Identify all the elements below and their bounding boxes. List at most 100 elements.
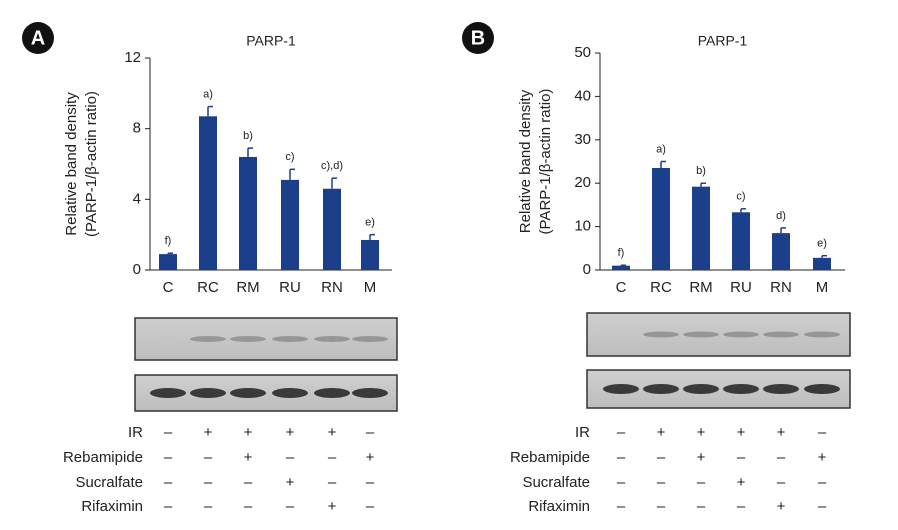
treatment-sign: – [737, 498, 746, 515]
treatment-sign: + [286, 424, 295, 441]
bar [199, 116, 217, 270]
y-axis-label: (PARP-1/β-actin ratio) [83, 91, 100, 237]
x-tick-label: C [616, 279, 627, 296]
bar [813, 257, 831, 270]
annotation: c),d) [321, 160, 343, 172]
error-bar [780, 227, 786, 234]
treatment-sign: – [697, 498, 706, 515]
bar [361, 239, 379, 270]
x-tick-label: RU [730, 279, 752, 296]
annotation: c) [736, 191, 745, 203]
error-bar [821, 254, 827, 258]
treatment-sign: – [366, 498, 375, 515]
treatment-sign: + [737, 474, 746, 491]
treatment-sign: – [777, 474, 786, 491]
x-tick-label: RN [770, 279, 792, 296]
blot-band [352, 336, 388, 342]
y-axis-label: (PARP-1/β-actin ratio) [537, 89, 554, 235]
y-tick-label: 0 [583, 261, 591, 278]
treatment-sign: – [657, 474, 666, 491]
treatment-sign: + [328, 424, 337, 441]
treatment-sign: + [737, 424, 746, 441]
annotation: e) [365, 217, 375, 229]
panel-label: A [31, 27, 45, 49]
bar [612, 265, 630, 270]
blot-band [603, 384, 639, 394]
x-tick-label: RN [321, 279, 343, 296]
treatment-sign: + [328, 498, 337, 515]
blot-band [150, 388, 186, 398]
treatment-name: Sucralfate [75, 474, 143, 491]
treatment-sign: + [697, 424, 706, 441]
bar [281, 179, 299, 270]
blot-band [314, 336, 350, 342]
bar [692, 186, 710, 270]
bar [239, 156, 257, 270]
treatment-sign: – [818, 474, 827, 491]
bar [652, 168, 670, 270]
treatment-sign: – [697, 474, 706, 491]
y-axis-label: Relative band density [517, 89, 534, 233]
blot-band [804, 331, 840, 338]
blot-band [230, 336, 266, 342]
blot-band [683, 331, 719, 338]
annotation: f) [165, 235, 172, 247]
treatment-sign: + [777, 424, 786, 441]
blot-band [763, 331, 799, 338]
error-bar [700, 182, 706, 187]
treatment-name: IR [575, 424, 590, 441]
chart-title: PARP-1 [698, 33, 748, 49]
blot-band [763, 384, 799, 394]
treatment-name: Rebamipide [510, 449, 590, 466]
error-bar [207, 105, 213, 117]
x-tick-label: RU [279, 279, 301, 296]
blot-band [314, 388, 350, 398]
blot-band [723, 331, 759, 338]
y-tick-label: 40 [574, 87, 591, 104]
treatment-name: Rifaximin [528, 498, 590, 515]
annotation: b) [696, 165, 706, 177]
error-bar [331, 177, 337, 189]
blot-band [150, 336, 186, 342]
bar [732, 212, 750, 270]
treatment-sign: + [657, 424, 666, 441]
x-tick-label: RM [236, 279, 259, 296]
annotation: a) [203, 88, 213, 100]
panel-badge [22, 22, 54, 54]
treatment-sign: – [204, 498, 213, 515]
blot-band [190, 388, 226, 398]
bar [772, 233, 790, 270]
y-axis-label: Relative band density [63, 92, 80, 236]
treatment-sign: – [617, 449, 626, 466]
treatment-sign: – [657, 498, 666, 515]
blot-band [352, 388, 388, 398]
treatment-sign: – [777, 449, 786, 466]
error-bar [740, 208, 746, 213]
treatment-sign: – [657, 449, 666, 466]
blot-band [190, 336, 226, 342]
blot-band [603, 331, 639, 338]
y-tick-label: 0 [133, 261, 141, 278]
y-tick-label: 30 [574, 131, 591, 148]
blot-band [683, 384, 719, 394]
panel-badge [462, 22, 494, 54]
error-bar [167, 252, 173, 255]
treatment-sign: – [818, 498, 827, 515]
y-tick-label: 4 [133, 190, 141, 207]
treatment-sign: – [737, 449, 746, 466]
annotation: b) [243, 130, 253, 142]
treatment-sign: – [244, 498, 253, 515]
treatment-sign: – [204, 474, 213, 491]
treatment-sign: + [204, 424, 213, 441]
error-bar [289, 168, 295, 180]
blot-band [643, 331, 679, 338]
treatment-sign: + [244, 424, 253, 441]
chart-title: PARP-1 [246, 33, 296, 49]
annotation: f) [618, 247, 625, 259]
treatment-sign: – [204, 449, 213, 466]
annotation: d) [776, 210, 786, 222]
annotation: e) [817, 238, 827, 250]
blot-band [723, 384, 759, 394]
blot-band [643, 384, 679, 394]
